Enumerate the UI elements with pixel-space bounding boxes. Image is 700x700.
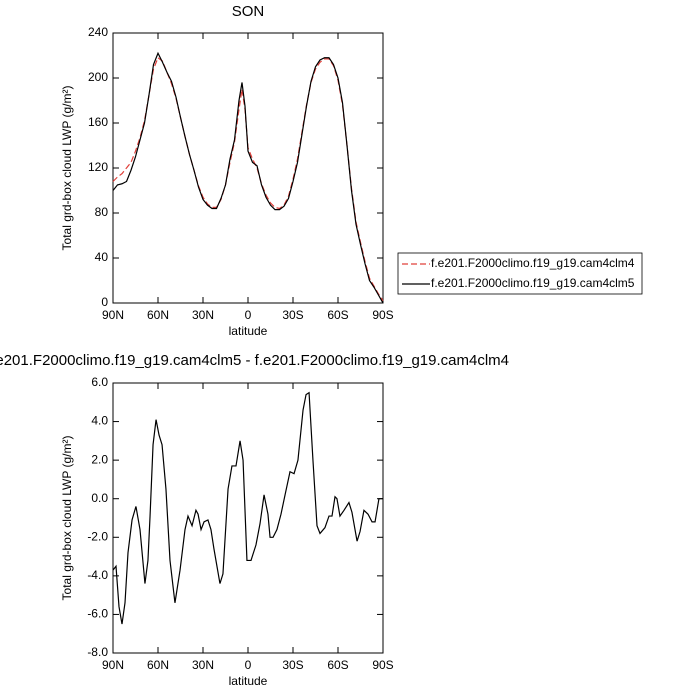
x-tick-label: 30S — [282, 658, 303, 672]
y-tick-label: 240 — [88, 25, 108, 39]
y-tick-label: 80 — [95, 205, 109, 219]
x-tick-label: 30N — [192, 308, 214, 322]
chart-title: f.e201.F2000climo.f19_g19.cam4clm5 - f.e… — [0, 352, 509, 369]
x-axis-label: latitude — [229, 674, 268, 688]
x-tick-label: 60N — [147, 308, 169, 322]
legend-box — [397, 252, 643, 295]
data-line — [112, 391, 383, 625]
legend-label: f.e201.F2000climo.f19_g19.cam4clm4 — [431, 256, 635, 270]
x-tick-label: 90S — [372, 658, 393, 672]
x-tick-label: 0 — [245, 658, 252, 672]
y-axis-label: Total grd-box cloud LWP (g/m²) — [60, 86, 74, 251]
y-tick-label: 200 — [88, 70, 108, 84]
y-tick-label: 120 — [88, 160, 108, 174]
y-tick-label: -4.0 — [87, 568, 108, 582]
legend-label: f.e201.F2000climo.f19_g19.cam4clm5 — [431, 276, 635, 290]
chart-title: SON — [232, 3, 265, 20]
y-tick-label: 0 — [101, 295, 108, 309]
x-tick-label: 30N — [192, 658, 214, 672]
plot-frame — [112, 382, 384, 654]
data-line — [112, 51, 384, 304]
plot-frame — [112, 32, 384, 304]
y-tick-label: 6.0 — [91, 375, 108, 389]
y-tick-label: 40 — [95, 250, 109, 264]
data-line — [112, 56, 384, 302]
y-axis-label: Total grd-box cloud LWP (g/m²) — [60, 436, 74, 601]
x-tick-label: 90N — [102, 308, 124, 322]
x-tick-label: 60N — [147, 658, 169, 672]
x-tick-label: 60S — [327, 658, 348, 672]
x-tick-label: 90S — [372, 308, 393, 322]
y-tick-label: -6.0 — [87, 607, 108, 621]
y-tick-label: -8.0 — [87, 645, 108, 659]
y-tick-label: -2.0 — [87, 529, 108, 543]
x-axis-label: latitude — [229, 324, 268, 338]
x-tick-label: 60S — [327, 308, 348, 322]
x-tick-label: 30S — [282, 308, 303, 322]
y-tick-label: 160 — [88, 115, 108, 129]
x-tick-label: 90N — [102, 658, 124, 672]
x-tick-label: 0 — [245, 308, 252, 322]
y-tick-label: 2.0 — [91, 452, 108, 466]
y-tick-label: 0.0 — [91, 491, 108, 505]
y-tick-label: 4.0 — [91, 414, 108, 428]
